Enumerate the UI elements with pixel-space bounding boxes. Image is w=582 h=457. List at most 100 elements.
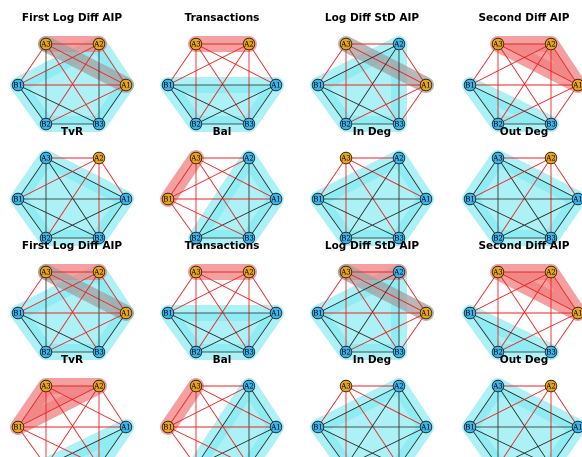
- red-edge: [167, 157, 250, 200]
- red-edge: [469, 271, 499, 314]
- node-b1: [311, 420, 325, 434]
- black-edge: [195, 157, 250, 239]
- panel-title: In Deg: [353, 126, 391, 138]
- red-edge: [17, 271, 100, 314]
- red-edge: [45, 43, 127, 86]
- black-edge: [550, 198, 579, 239]
- red-edge: [98, 43, 127, 86]
- red-edge: [167, 385, 250, 428]
- node-label: B1: [465, 195, 475, 203]
- node-label: B1: [465, 423, 475, 431]
- black-edge: [45, 157, 127, 200]
- node-label: A3: [190, 40, 201, 48]
- red-edge: [167, 157, 197, 200]
- cyan-group-hull: [462, 378, 582, 457]
- node-label: B2: [191, 234, 201, 242]
- node-b1: [311, 306, 325, 320]
- node-b3: [392, 345, 406, 359]
- node-b3: [242, 231, 256, 245]
- red-edge: [469, 43, 552, 86]
- node-label: B3: [94, 120, 104, 128]
- panel-title: Log Diff StD AIP: [325, 12, 420, 24]
- red-edge: [45, 84, 127, 125]
- black-edge: [469, 84, 499, 125]
- red-edge: [497, 43, 552, 125]
- panel-title: Transactions: [185, 240, 260, 252]
- black-edge: [104, 426, 127, 457]
- node-label: A2: [393, 382, 404, 390]
- node-label: B1: [465, 309, 475, 317]
- red-edge: [17, 43, 100, 86]
- node-label: A1: [270, 195, 281, 203]
- node-a1: [419, 420, 433, 434]
- node-b1: [463, 78, 477, 92]
- node-b2: [491, 345, 505, 359]
- cyan-group-hull: [160, 77, 284, 132]
- panel-title: TvR: [61, 126, 83, 138]
- black-edge: [317, 312, 400, 353]
- node-b1: [311, 78, 325, 92]
- black-edge: [248, 312, 277, 353]
- red-edge: [550, 385, 579, 428]
- node-label: A3: [40, 382, 51, 390]
- network-panel: First Log Diff AIP A3 A2 A1 B3 B2 B1: [10, 12, 134, 132]
- node-label: B2: [191, 348, 201, 356]
- node-a3: [189, 37, 203, 51]
- node-label: B1: [313, 309, 323, 317]
- red-edge: [503, 385, 552, 457]
- node-a2: [544, 379, 558, 393]
- cyan-group-hull: [310, 378, 434, 457]
- node-label: A2: [545, 382, 556, 390]
- red-edge: [17, 385, 47, 428]
- node-b2: [39, 345, 53, 359]
- node-a1: [119, 420, 133, 434]
- black-edge: [17, 157, 47, 200]
- node-label: A2: [243, 382, 254, 390]
- black-edge: [167, 312, 197, 353]
- panel-title: Bal: [213, 354, 232, 366]
- node-label: A2: [243, 40, 254, 48]
- red-edge: [345, 43, 427, 86]
- black-edge: [497, 198, 579, 239]
- node-label: A1: [120, 309, 131, 317]
- node-label: A1: [270, 423, 281, 431]
- red-edge: [497, 157, 552, 239]
- black-edge: [248, 385, 277, 428]
- node-b1: [463, 420, 477, 434]
- black-edge: [345, 198, 427, 239]
- node-label: A2: [393, 154, 404, 162]
- node-label: A1: [120, 195, 131, 203]
- node-a2: [392, 265, 406, 279]
- node-label: A2: [243, 268, 254, 276]
- panel-title: In Deg: [353, 354, 391, 366]
- node-label: A2: [93, 268, 104, 276]
- node-b2: [339, 117, 353, 131]
- panel-title: First Log Diff AIP: [22, 240, 122, 252]
- node-a2: [544, 265, 558, 279]
- black-edge: [317, 385, 400, 428]
- node-label: A1: [572, 81, 582, 89]
- node-a3: [491, 265, 505, 279]
- red-edge: [317, 157, 347, 200]
- network-panel: TvR A3 A2 A1 B3 B2 B1: [10, 126, 134, 246]
- node-label: A1: [572, 423, 582, 431]
- red-edge: [195, 43, 277, 86]
- node-a1: [269, 192, 283, 206]
- node-a1: [269, 420, 283, 434]
- node-label: B3: [394, 234, 404, 242]
- network-panel: Log Diff StD AIP A3 A2 A1 B3 B2 B1: [310, 240, 434, 360]
- node-a3: [39, 37, 53, 51]
- node-label: B3: [244, 348, 254, 356]
- node-label: B2: [341, 120, 351, 128]
- node-label: B2: [341, 348, 351, 356]
- red-edge: [345, 271, 427, 314]
- node-label: B3: [94, 348, 104, 356]
- black-edge: [317, 426, 341, 457]
- red-edge: [45, 312, 127, 353]
- red-edge: [167, 271, 197, 314]
- node-a1: [419, 306, 433, 320]
- red-edge: [17, 157, 100, 200]
- node-label: B3: [546, 348, 556, 356]
- node-label: A2: [93, 382, 104, 390]
